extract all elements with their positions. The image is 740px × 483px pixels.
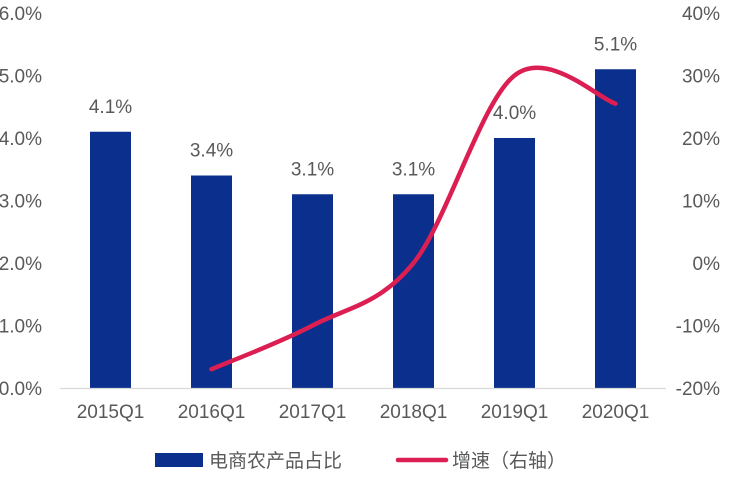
right-axis: -20% -10% 0% 10% 20% 30% 40% xyxy=(676,4,720,400)
bar-data-label: 4.0% xyxy=(493,103,536,124)
bar-series xyxy=(90,69,636,388)
x-tick-label: 2016Q1 xyxy=(178,402,246,423)
y-left-tick-label: 6.0% xyxy=(0,4,42,25)
bar xyxy=(191,175,232,388)
bar xyxy=(595,69,636,388)
bar-data-label: 3.1% xyxy=(392,159,435,180)
y-left-tick-label: 3.0% xyxy=(0,192,42,213)
y-right-tick-label: 0% xyxy=(693,254,721,275)
y-right-tick-label: 10% xyxy=(682,192,720,213)
x-tick-label: 2020Q1 xyxy=(582,402,650,423)
x-tick-label: 2019Q1 xyxy=(481,402,549,423)
bar-data-label: 5.1% xyxy=(594,34,637,55)
y-right-tick-label: -10% xyxy=(676,317,720,338)
y-right-tick-label: 40% xyxy=(682,4,720,25)
bar-data-labels: 4.1% 3.4% 3.1% 3.1% 4.0% 5.1% xyxy=(89,34,637,180)
x-tick-label: 2015Q1 xyxy=(77,402,145,423)
y-right-tick-label: 20% xyxy=(682,129,720,150)
legend: 电商农产品占比 增速（右轴） xyxy=(155,450,566,472)
x-axis: 2015Q1 2016Q1 2017Q1 2018Q1 2019Q1 2020Q1 xyxy=(77,402,650,423)
y-left-tick-label: 2.0% xyxy=(0,254,42,275)
y-left-tick-label: 4.0% xyxy=(0,129,42,150)
bar-data-label: 4.1% xyxy=(89,97,132,118)
x-tick-label: 2017Q1 xyxy=(279,402,347,423)
bar xyxy=(494,138,535,388)
y-left-tick-label: 0.0% xyxy=(0,379,42,400)
y-right-tick-label: -20% xyxy=(676,379,720,400)
x-tick-label: 2018Q1 xyxy=(380,402,448,423)
bar xyxy=(393,194,434,388)
bar xyxy=(292,194,333,388)
y-right-tick-label: 30% xyxy=(682,67,720,88)
y-left-tick-label: 5.0% xyxy=(0,67,42,88)
left-axis: 0.0% 1.0% 2.0% 3.0% 4.0% 5.0% 6.0% xyxy=(0,4,42,400)
bar xyxy=(90,131,131,388)
growth-line xyxy=(209,65,618,372)
bar-data-label: 3.4% xyxy=(190,141,233,162)
legend-bar-label: 电商农产品占比 xyxy=(209,450,342,472)
growth-line-series xyxy=(209,65,618,372)
legend-line-label: 增速（右轴） xyxy=(452,450,566,472)
legend-bar-swatch xyxy=(155,453,203,467)
y-left-tick-label: 1.0% xyxy=(0,317,42,338)
bar-data-label: 3.1% xyxy=(291,159,334,180)
